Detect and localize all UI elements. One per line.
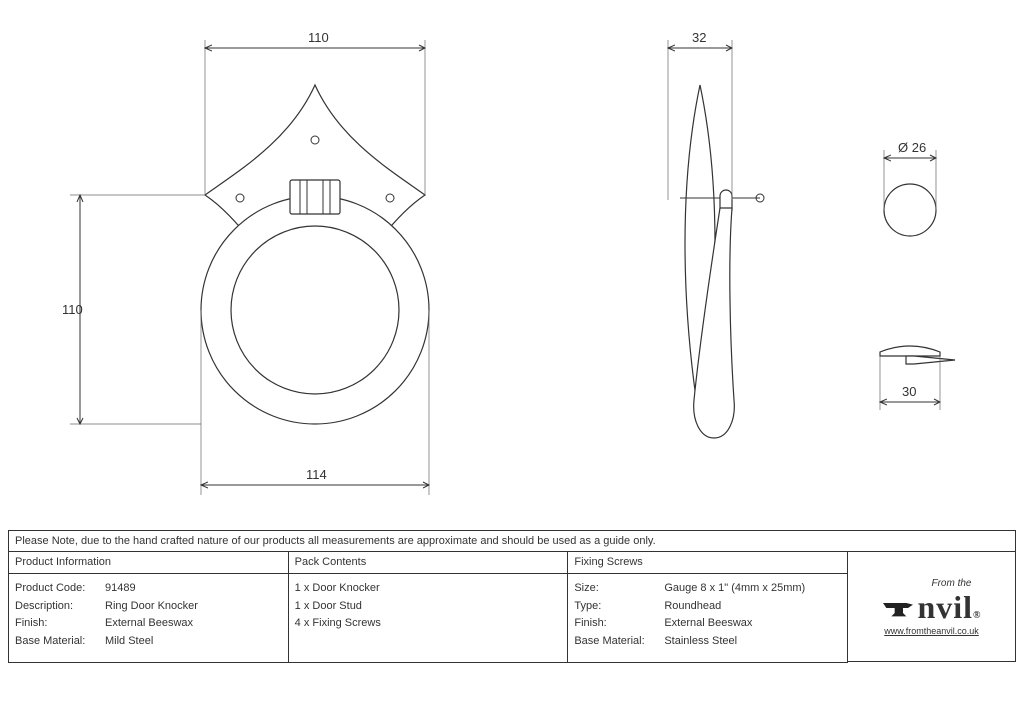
prod-desc-value: Ring Door Knocker bbox=[105, 598, 282, 616]
prod-desc-label: Description: bbox=[15, 598, 105, 616]
col-fixing-header: Fixing Screws bbox=[568, 552, 847, 574]
fix-finish-value: External Beeswax bbox=[664, 615, 841, 633]
logo-reg: ® bbox=[973, 610, 981, 621]
col-pack: Pack Contents 1 x Door Knocker 1 x Door … bbox=[289, 552, 569, 662]
fix-type-value: Roundhead bbox=[664, 598, 841, 616]
prod-base-label: Base Material: bbox=[15, 633, 105, 651]
fix-size-label: Size: bbox=[574, 580, 664, 598]
col-pack-header: Pack Contents bbox=[289, 552, 568, 574]
fix-base-label: Base Material: bbox=[574, 633, 664, 651]
pack-item-2: 4 x Fixing Screws bbox=[295, 615, 562, 633]
dim-side-width: 32 bbox=[692, 30, 706, 45]
fix-type-label: Type: bbox=[574, 598, 664, 616]
dim-stud-base: 30 bbox=[902, 384, 916, 399]
col-fixing: Fixing Screws Size:Gauge 8 x 1" (4mm x 2… bbox=[568, 552, 847, 662]
fix-finish-label: Finish: bbox=[574, 615, 664, 633]
prod-base-value: Mild Steel bbox=[105, 633, 282, 651]
fix-size-value: Gauge 8 x 1" (4mm x 25mm) bbox=[664, 580, 841, 598]
technical-drawing: 110 110 114 32 Ø 26 30 bbox=[0, 0, 1024, 530]
logo: From the nvil ® www.fromtheanvil.co.uk bbox=[848, 552, 1016, 662]
col-product: Product Information Product Code:91489 D… bbox=[9, 552, 289, 662]
note-text: Please Note, due to the hand crafted nat… bbox=[15, 535, 656, 547]
anvil-icon bbox=[881, 598, 915, 618]
dim-bottom-width: 114 bbox=[306, 467, 327, 482]
prod-finish-value: External Beeswax bbox=[105, 615, 282, 633]
logo-from: From the bbox=[931, 578, 971, 589]
fix-base-value: Stainless Steel bbox=[664, 633, 841, 651]
prod-finish-label: Finish: bbox=[15, 615, 105, 633]
dim-top-width: 110 bbox=[308, 30, 329, 45]
logo-name: nvil bbox=[917, 589, 973, 626]
col-product-header: Product Information bbox=[9, 552, 288, 574]
logo-main: nvil ® bbox=[881, 589, 981, 626]
pack-item-0: 1 x Door Knocker bbox=[295, 580, 562, 598]
dim-stud-dia: Ø 26 bbox=[898, 140, 926, 155]
logo-url: www.fromtheanvil.co.uk bbox=[884, 626, 979, 636]
prod-code-label: Product Code: bbox=[15, 580, 105, 598]
prod-code-value: 91489 bbox=[105, 580, 282, 598]
dim-left-height: 110 bbox=[62, 302, 83, 317]
info-table: Product Information Product Code:91489 D… bbox=[8, 552, 848, 663]
pack-item-1: 1 x Door Stud bbox=[295, 598, 562, 616]
note-bar: Please Note, due to the hand crafted nat… bbox=[8, 530, 1016, 552]
